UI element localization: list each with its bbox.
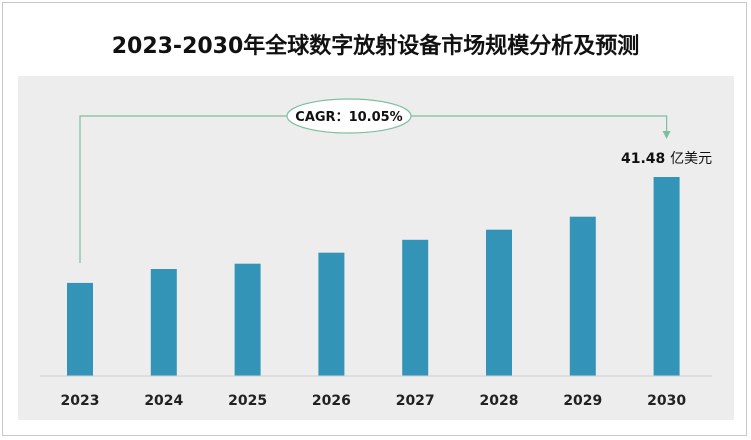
x-tick-label: 2026 [312, 393, 351, 409]
x-tick-label: 2023 [61, 393, 100, 409]
bar-2028 [486, 229, 512, 376]
arrow-head-icon [662, 131, 671, 139]
bar-2027 [402, 239, 429, 376]
plot-area [18, 76, 734, 420]
x-tick-label: 2030 [647, 393, 686, 409]
bar-2024 [150, 269, 177, 376]
bar-2030 [653, 177, 680, 376]
x-tick-label: 2027 [396, 393, 435, 409]
cagr-label: CAGR：10.05% [295, 110, 402, 125]
x-tick-label: 2029 [563, 393, 602, 409]
x-tick-label: 2028 [480, 393, 519, 409]
bar-2029 [569, 216, 596, 376]
cagr-badge [286, 98, 412, 134]
bar-2023 [67, 282, 93, 376]
data-label-2030: 41.48 亿美元 [621, 151, 712, 167]
bar-2026 [318, 252, 345, 376]
bar-2025 [234, 263, 261, 376]
x-tick-label: 2025 [228, 393, 267, 409]
x-tick-label: 2024 [144, 393, 183, 409]
chart-title: 2023-2030年全球数字放射设备市场规模分析及预测 [111, 34, 640, 59]
